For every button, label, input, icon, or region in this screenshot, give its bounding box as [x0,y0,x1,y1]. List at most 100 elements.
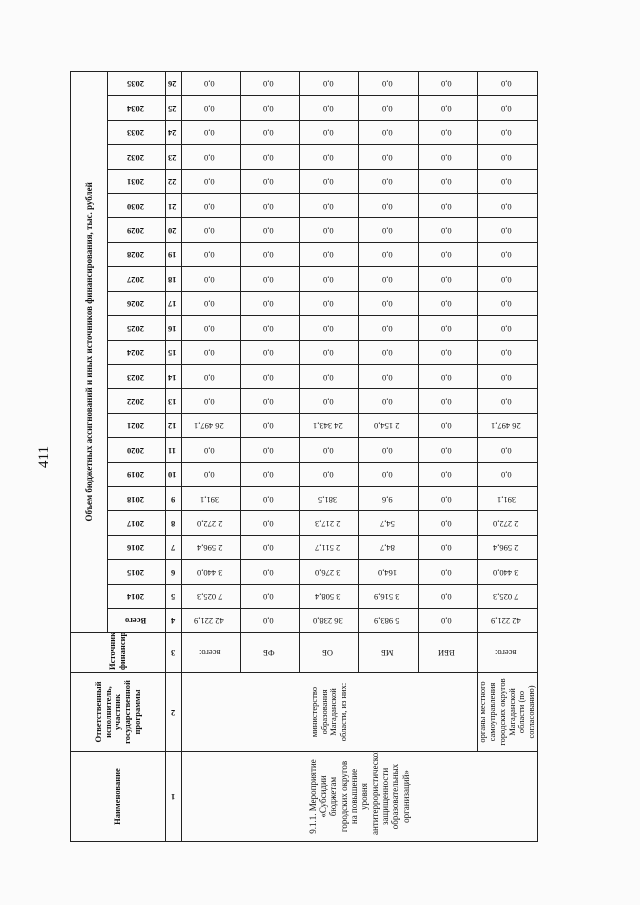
year-value: 0,0 [204,128,215,139]
year-value: 0,0 [263,543,274,554]
column-number-label: 14 [167,372,177,383]
year-value: 0,0 [204,396,215,407]
year-label: 2017 [126,518,144,529]
year-label: 2033 [126,128,144,139]
value-cell: 0,0 [358,340,419,365]
year-value: 0,0 [500,104,512,115]
column-number-label: 23 [167,152,177,163]
header-total-label: Всего [124,616,147,627]
year-value: 0,0 [204,226,215,237]
value-cell: 164,0 [358,559,419,585]
value-cell: 0,0 [181,340,241,365]
value-cell: 0,0 [181,120,241,145]
column-number-label: 16 [167,323,177,334]
year-value: 0,0 [263,323,274,334]
value-cell: 0,0 [358,291,419,316]
header-responsible: Ответственный исполнитель, участник госу… [70,672,166,752]
value-cell: 0,0 [181,169,241,194]
column-number-label: 25 [167,104,177,115]
value-cell: 0,0 [299,218,359,243]
column-number-label: 21 [167,201,177,212]
value-cell: 0,0 [181,364,241,389]
year-value: 0,0 [322,348,334,359]
column-number: 13 [165,388,182,414]
year-value: 0,0 [263,274,274,285]
value-cell: 0,0 [418,462,478,487]
year-value: 0,0 [204,372,215,383]
column-number: 1 [165,751,182,842]
column-number: 24 [165,120,182,145]
year-label: 2024 [126,348,144,359]
year-label: 2035 [126,79,144,90]
value-cell: 0,0 [240,462,300,487]
year-value: 0,0 [500,348,512,359]
funding-source: ОБ [299,632,359,673]
header-name: Наименование [70,751,166,842]
year-value: 2 217,3 [315,518,341,529]
value-cell: 0,0 [181,242,241,267]
column-number: 16 [165,315,182,341]
value-cell: 0,0 [240,340,300,365]
value-cell: 24 343,1 [299,413,359,438]
year-value: 0,0 [322,396,334,407]
year-value: 0,0 [204,250,215,261]
year-value: 0,0 [322,152,334,163]
value-cell: 0,0 [299,120,359,145]
value-cell: 0,0 [358,266,419,292]
year-label: 2028 [126,250,144,261]
year-value: 0,0 [441,201,452,212]
year-value: 0,0 [381,201,393,212]
value-cell: 0,0 [299,291,359,316]
value-cell: 2 596,4 [477,535,538,560]
column-number: 7 [165,535,182,560]
value-cell: 0,0 [240,193,300,218]
header-year: 2022 [107,388,166,414]
value-cell: 3 508,4 [299,584,359,609]
value-cell: 26 497,1 [181,413,241,438]
year-value: 0,0 [322,250,334,261]
year-value: 3 440,0 [493,567,519,578]
value-cell: 0,0 [299,193,359,218]
column-number-label: 13 [167,396,177,407]
year-value: 0,0 [441,396,452,407]
total-value: 36 238,0 [313,616,343,627]
year-label: 2015 [126,567,144,578]
year-value: 0,0 [441,152,452,163]
year-value: 0,0 [381,470,393,481]
funding-source-label: ФБ [262,648,275,659]
column-number-label: 24 [167,128,177,139]
year-value: 0,0 [500,372,512,383]
year-value: 0,0 [381,445,393,456]
year-value: 0,0 [322,323,334,334]
header-year: 2026 [107,291,166,316]
column-number-label: 2 [171,707,176,718]
year-value: 0,0 [204,104,215,115]
column-number-label: 3 [171,648,176,659]
year-value: 2 596,4 [493,543,519,554]
year-value: 2 596,4 [196,543,223,554]
value-cell: 0,0 [181,437,241,463]
value-cell: 0,0 [418,218,478,243]
value-cell: 2 272,0 [181,510,241,536]
funding-source-label: ВБИ [438,648,455,659]
value-cell: 0,0 [358,71,419,96]
column-number: 20 [165,218,182,243]
value-cell: 0,0 [477,218,538,243]
header-source: Источник финансирования [70,632,166,673]
year-value: 0,0 [263,494,274,505]
year-value: 2 154,0 [374,421,400,432]
column-number-label: 19 [167,250,177,261]
value-cell: 0,0 [477,462,538,487]
year-value: 0,0 [441,274,452,285]
value-cell: 0,0 [418,193,478,218]
column-number: 19 [165,242,182,267]
table-row: 9.1.1. Мероприятие «Субсидии бюджетам го… [181,71,538,842]
year-value: 0,0 [204,470,215,481]
column-number: 25 [165,95,182,121]
year-value: 0,0 [500,177,512,188]
total-cell: 5 983,9 [358,608,419,633]
value-cell: 0,0 [299,71,359,96]
year-value: 0,0 [204,274,215,285]
responsible-main: министерство образования Магаданской обл… [181,672,478,752]
year-value: 0,0 [381,396,393,407]
